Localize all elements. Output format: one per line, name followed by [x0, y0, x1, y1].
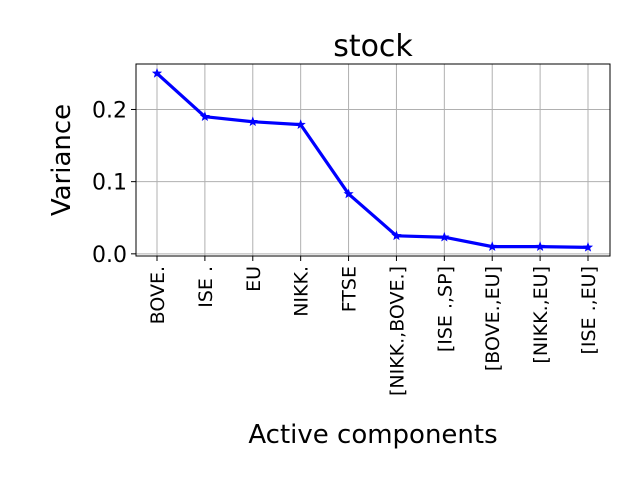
- data-point-marker: [391, 230, 402, 241]
- x-tick-label: BOVE.: [147, 266, 169, 324]
- x-tick-label: [ISE .,EU]: [578, 266, 600, 355]
- x-tick-label: FTSE: [339, 266, 361, 312]
- x-tick-label: [NIKK.,EU]: [530, 266, 552, 364]
- series-line: [155, 72, 589, 249]
- data-point-marker: [582, 241, 594, 252]
- data-point-marker: [343, 188, 354, 199]
- grid-lines: [136, 64, 610, 256]
- x-tick-label: ISE .: [195, 266, 217, 308]
- x-tick-label: NIKK.: [291, 266, 313, 317]
- data-point-marker: [247, 116, 258, 127]
- chart-title: stock: [333, 29, 413, 64]
- y-tick-label: 0.0: [92, 243, 127, 268]
- plot-frame: [135, 63, 611, 257]
- y-axis-ticks: 0.0 0.1 0.2: [92, 98, 136, 268]
- series-polyline: [155, 72, 589, 249]
- x-axis-ticks: BOVE. ISE . EU NIKK. FTSE [NIKK.,BOVE.] [ISE .…: [147, 256, 600, 396]
- data-point-marker: [199, 111, 210, 122]
- x-tick-label: EU: [243, 266, 265, 292]
- y-tick-label: 0.1: [92, 171, 127, 196]
- data-point-marker: [439, 231, 450, 242]
- y-axis-label: Variance: [47, 104, 77, 216]
- x-tick-label: [NIKK.,BOVE.]: [386, 266, 408, 396]
- data-point-marker: [487, 241, 498, 251]
- series-markers: [151, 68, 594, 252]
- data-point-marker: [151, 68, 163, 78]
- x-tick-label: [BOVE.,EU]: [482, 266, 504, 371]
- y-tick-label: 0.2: [92, 98, 127, 123]
- x-tick-label: [ISE .,SP]: [434, 266, 456, 352]
- data-point-marker: [535, 241, 546, 251]
- x-axis-label: Active components: [248, 420, 497, 450]
- data-point-marker: [295, 119, 306, 129]
